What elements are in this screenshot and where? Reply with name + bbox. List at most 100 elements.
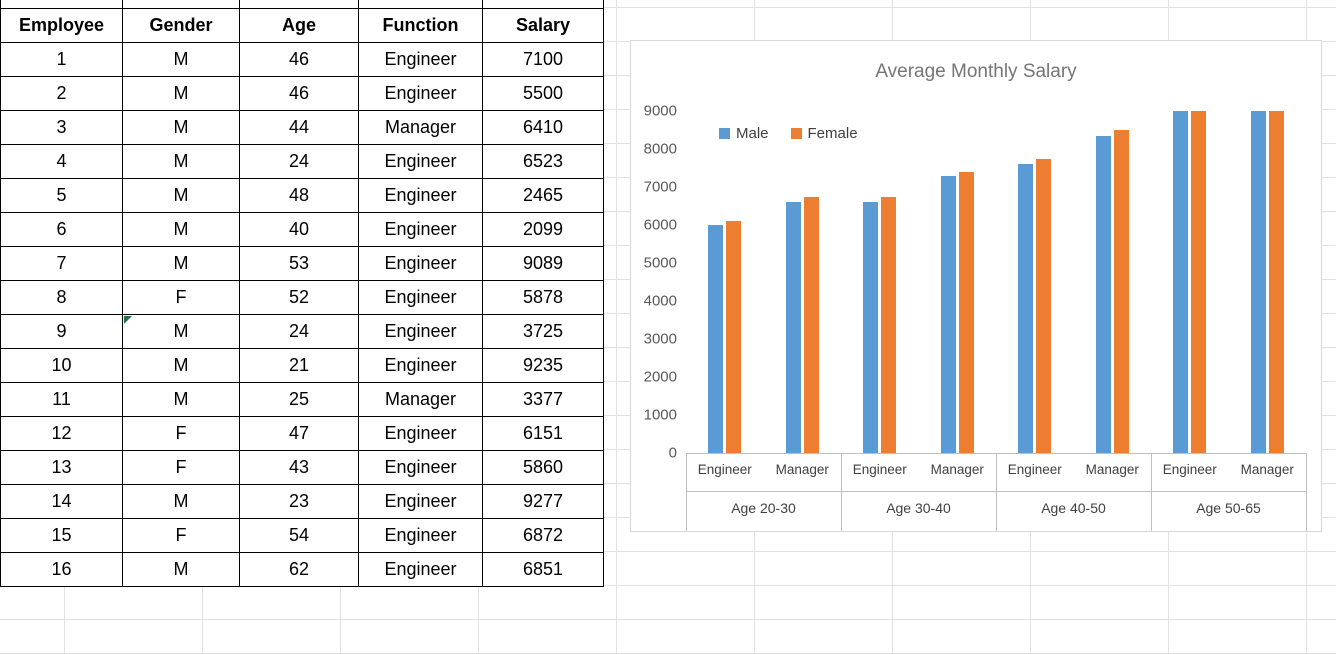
legend-item-female[interactable]: Female — [790, 125, 858, 142]
bar-male[interactable] — [708, 225, 724, 453]
sheet-cell[interactable]: 2465 — [482, 178, 604, 213]
sheet-cell[interactable]: 13 — [0, 450, 123, 485]
sheet-cell[interactable]: 21 — [239, 348, 359, 383]
sheet-cell[interactable]: 46 — [239, 42, 359, 77]
sheet-cell[interactable]: 6151 — [482, 416, 604, 451]
sheet-cell[interactable]: M — [122, 110, 240, 145]
sheet-cell[interactable]: 24 — [239, 314, 359, 349]
sheet-cell[interactable]: Engineer — [358, 314, 483, 349]
sheet-cell[interactable]: Engineer — [358, 76, 483, 111]
sheet-cell[interactable]: Engineer — [358, 518, 483, 553]
sheet-cell[interactable]: 43 — [239, 450, 359, 485]
bar-male[interactable] — [1173, 111, 1189, 453]
sheet-cell[interactable]: M — [122, 42, 240, 77]
sheet-cell[interactable]: 2099 — [482, 212, 604, 247]
sheet-cell[interactable]: 46 — [239, 76, 359, 111]
sheet-cell[interactable]: 48 — [239, 178, 359, 213]
sheet-cell[interactable]: 5500 — [482, 76, 604, 111]
sheet-cell[interactable]: M — [122, 144, 240, 179]
sheet-cell[interactable]: M — [122, 314, 240, 349]
sheet-cell[interactable]: 23 — [239, 484, 359, 519]
sheet-cell[interactable]: Manager — [358, 382, 483, 417]
sheet-cell[interactable] — [358, 0, 483, 9]
salary-chart[interactable]: Average Monthly Salary Male Female 0 1000 2… — [630, 40, 1322, 532]
column-header-cell[interactable]: Function — [358, 8, 483, 43]
sheet-cell[interactable]: 53 — [239, 246, 359, 281]
sheet-cell[interactable]: Engineer — [358, 484, 483, 519]
sheet-cell[interactable]: 16 — [0, 552, 123, 587]
bar-male[interactable] — [863, 202, 879, 453]
bar-female[interactable] — [1191, 111, 1207, 453]
bar-female[interactable] — [1113, 130, 1129, 453]
sheet-cell[interactable]: 52 — [239, 280, 359, 315]
sheet-cell[interactable]: 6851 — [482, 552, 604, 587]
sheet-cell[interactable]: Engineer — [358, 552, 483, 587]
sheet-cell[interactable]: Manager — [358, 110, 483, 145]
sheet-cell[interactable] — [482, 0, 604, 9]
bar-male[interactable] — [940, 175, 956, 453]
sheet-cell[interactable]: 4 — [0, 144, 123, 179]
sheet-cell[interactable]: M — [122, 178, 240, 213]
sheet-cell[interactable]: 6410 — [482, 110, 604, 145]
bar-female[interactable] — [958, 171, 974, 453]
column-header-cell[interactable]: Salary — [482, 8, 604, 43]
sheet-cell[interactable]: 5860 — [482, 450, 604, 485]
sheet-cell[interactable]: M — [122, 212, 240, 247]
sheet-cell[interactable]: 6872 — [482, 518, 604, 553]
sheet-cell[interactable]: M — [122, 246, 240, 281]
sheet-cell[interactable]: 3725 — [482, 314, 604, 349]
sheet-cell[interactable]: M — [122, 76, 240, 111]
sheet-cell[interactable]: 47 — [239, 416, 359, 451]
bar-male[interactable] — [1250, 111, 1266, 453]
sheet-cell[interactable]: 15 — [0, 518, 123, 553]
sheet-cell[interactable]: 6523 — [482, 144, 604, 179]
sheet-cell[interactable]: Engineer — [358, 450, 483, 485]
sheet-cell[interactable]: 5 — [0, 178, 123, 213]
sheet-cell[interactable] — [239, 0, 359, 9]
sheet-cell[interactable]: Engineer — [358, 280, 483, 315]
bar-female[interactable] — [1268, 111, 1284, 453]
sheet-cell[interactable]: 62 — [239, 552, 359, 587]
legend-item-male[interactable]: Male — [719, 125, 769, 142]
bar-male[interactable] — [785, 202, 801, 453]
sheet-cell[interactable]: Engineer — [358, 144, 483, 179]
sheet-cell[interactable]: Engineer — [358, 348, 483, 383]
sheet-cell[interactable]: 3 — [0, 110, 123, 145]
sheet-cell[interactable]: 44 — [239, 110, 359, 145]
sheet-cell[interactable]: F — [122, 450, 240, 485]
sheet-cell[interactable]: 9 — [0, 314, 123, 349]
sheet-cell[interactable]: M — [122, 348, 240, 383]
sheet-cell[interactable]: Engineer — [358, 42, 483, 77]
sheet-cell[interactable]: 12 — [0, 416, 123, 451]
sheet-cell[interactable]: 10 — [0, 348, 123, 383]
sheet-cell[interactable]: 8 — [0, 280, 123, 315]
sheet-cell[interactable]: 7 — [0, 246, 123, 281]
sheet-cell[interactable]: F — [122, 518, 240, 553]
sheet-cell[interactable]: M — [122, 484, 240, 519]
bar-female[interactable] — [1036, 158, 1052, 453]
sheet-cell[interactable]: F — [122, 416, 240, 451]
sheet-cell[interactable] — [122, 0, 240, 9]
sheet-cell[interactable]: M — [122, 382, 240, 417]
sheet-cell[interactable]: Engineer — [358, 246, 483, 281]
sheet-cell[interactable]: 54 — [239, 518, 359, 553]
sheet-cell[interactable]: Engineer — [358, 212, 483, 247]
bar-female[interactable] — [726, 221, 742, 453]
sheet-cell[interactable]: 1 — [0, 42, 123, 77]
sheet-cell[interactable]: 9235 — [482, 348, 604, 383]
bar-male[interactable] — [1018, 164, 1034, 453]
sheet-cell[interactable]: 25 — [239, 382, 359, 417]
sheet-cell[interactable]: Engineer — [358, 416, 483, 451]
sheet-cell[interactable]: 9277 — [482, 484, 604, 519]
sheet-cell[interactable]: 14 — [0, 484, 123, 519]
sheet-cell[interactable]: 5878 — [482, 280, 604, 315]
sheet-cell[interactable]: 40 — [239, 212, 359, 247]
bar-male[interactable] — [1095, 135, 1111, 453]
sheet-cell[interactable]: M — [122, 552, 240, 587]
sheet-cell[interactable] — [0, 0, 123, 9]
sheet-cell[interactable]: 3377 — [482, 382, 604, 417]
column-header-cell[interactable]: Employee — [0, 8, 123, 43]
bar-female[interactable] — [803, 196, 819, 453]
column-header-cell[interactable]: Gender — [122, 8, 240, 43]
column-header-cell[interactable]: Age — [239, 8, 359, 43]
